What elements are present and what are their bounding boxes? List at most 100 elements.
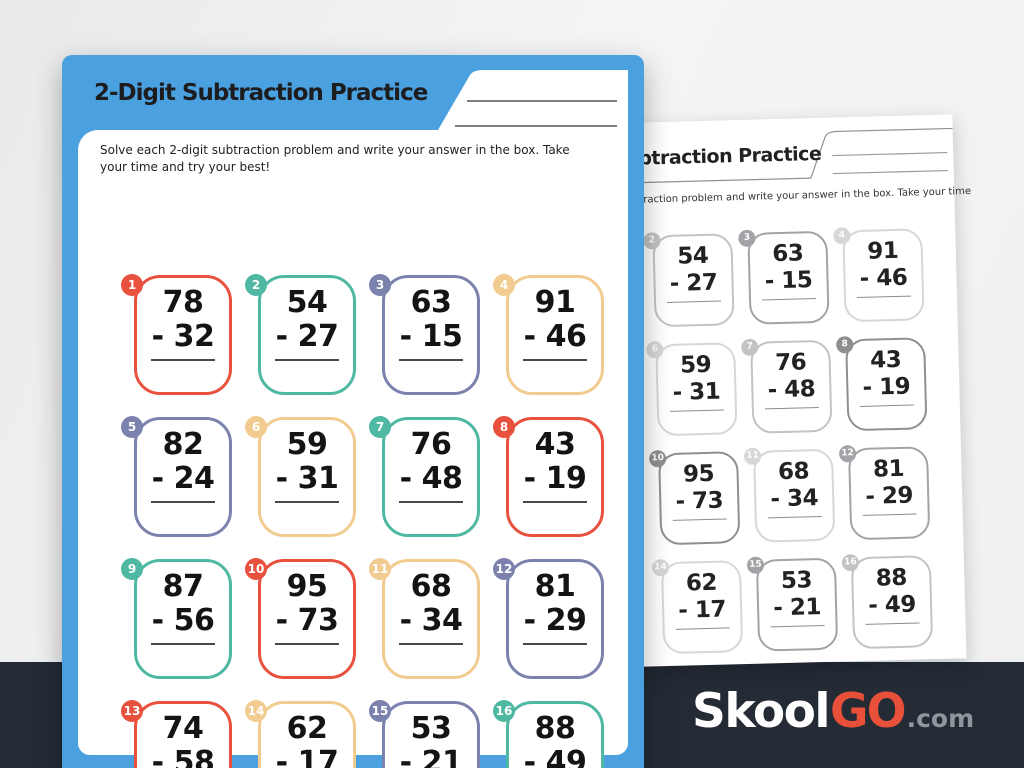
problem-box: 6 59- 31 xyxy=(245,416,356,537)
subtrahend: - 48 xyxy=(767,376,816,404)
back-problem-grid: 2 54- 27 3 63- 15 4 91- 46 6 59- 31 7 76- 48 8 43- … xyxy=(643,227,934,655)
problem-number-badge: 10 xyxy=(245,558,267,580)
subtrahend: - 34 xyxy=(770,485,819,513)
minuend: 76 xyxy=(410,427,452,462)
problem-number-badge: 2 xyxy=(245,274,267,296)
problem-box: 9 87- 56 xyxy=(121,558,232,679)
answer-box[interactable] xyxy=(271,638,343,670)
minuend: 95 xyxy=(682,460,715,488)
subtrahend: - 56 xyxy=(151,603,215,638)
answer-line xyxy=(275,643,339,645)
subtrahend: - 31 xyxy=(275,461,339,496)
answer-line xyxy=(523,501,587,503)
subtrahend: - 73 xyxy=(675,487,724,515)
problem-box: 7 76- 48 xyxy=(741,338,833,434)
name-date-lines xyxy=(438,70,628,130)
answer-line xyxy=(862,513,917,516)
subtrahend: - 24 xyxy=(151,461,215,496)
minuend: 43 xyxy=(869,346,902,374)
problem-box: 3 63- 15 xyxy=(738,229,830,325)
subtrahend: - 29 xyxy=(523,603,587,638)
minuend: 88 xyxy=(875,564,908,592)
minuend: 54 xyxy=(677,242,709,270)
minuend: 81 xyxy=(534,569,576,604)
subtrahend: - 27 xyxy=(275,319,339,354)
answer-line xyxy=(523,359,587,361)
subtrahend: - 21 xyxy=(399,745,463,768)
problem-box: 12 81- 29 xyxy=(838,445,931,541)
answer-box[interactable] xyxy=(395,496,467,528)
answer-line xyxy=(275,501,339,503)
problem-box: 5 82- 24 xyxy=(121,416,232,537)
answer-box[interactable] xyxy=(271,354,343,386)
subtrahend: - 15 xyxy=(764,267,813,295)
answer-line xyxy=(762,298,817,301)
answer-line xyxy=(764,407,819,410)
subtrahend: - 58 xyxy=(151,745,215,768)
answer-box[interactable] xyxy=(271,496,343,528)
answer-line xyxy=(767,515,822,519)
problem-box: 7 76- 48 xyxy=(369,416,480,537)
problem-number-badge: 7 xyxy=(369,416,391,438)
minuend: 95 xyxy=(286,569,328,604)
problem-box: 4 91- 46 xyxy=(833,227,925,323)
subtrahend: - 21 xyxy=(773,594,822,622)
problem-box: 16 88- 49 xyxy=(841,554,934,650)
minuend: 88 xyxy=(534,711,576,746)
answer-line xyxy=(669,409,724,412)
subtrahend: - 19 xyxy=(523,461,587,496)
problem-box: 14 62- 17 xyxy=(651,559,744,655)
logo-text-com: .com xyxy=(906,704,975,733)
problem-box: 15 53- 21 xyxy=(746,556,839,652)
answer-box[interactable] xyxy=(519,638,591,670)
subtrahend: - 34 xyxy=(399,603,463,638)
minuend: 43 xyxy=(534,427,576,462)
minuend: 54 xyxy=(286,285,328,320)
minuend: 81 xyxy=(872,455,905,483)
answer-line xyxy=(151,643,215,645)
problem-box: 14 62- 17 xyxy=(245,700,356,768)
front-problem-grid: 1 78- 32 2 54- 27 3 63- 15 4 91- 46 5 82- 24 6 59- … xyxy=(121,274,604,768)
subtrahend: - 17 xyxy=(275,745,339,768)
subtrahend: - 49 xyxy=(523,745,587,768)
problem-box: 2 54- 27 xyxy=(643,232,735,328)
answer-box[interactable] xyxy=(147,496,219,528)
answer-box[interactable] xyxy=(395,354,467,386)
problem-box: 8 43- 19 xyxy=(836,336,928,432)
answer-line xyxy=(399,501,463,503)
problem-number-badge: 14 xyxy=(245,700,267,722)
problem-box: 8 43- 19 xyxy=(493,416,604,537)
problem-number-badge: 15 xyxy=(369,700,391,722)
subtrahend: - 15 xyxy=(399,319,463,354)
problem-number-badge: 6 xyxy=(245,416,267,438)
minuend: 59 xyxy=(679,351,712,379)
subtrahend: - 31 xyxy=(672,378,721,406)
logo-text-go: GO xyxy=(830,684,907,739)
minuend: 63 xyxy=(771,240,804,268)
answer-line xyxy=(523,643,587,645)
problem-number-badge: 3 xyxy=(369,274,391,296)
answer-line xyxy=(672,518,727,521)
subtrahend: - 48 xyxy=(399,461,463,496)
minuend: 91 xyxy=(534,285,576,320)
subtrahend: - 32 xyxy=(151,319,215,354)
answer-box[interactable] xyxy=(395,638,467,670)
front-worksheet-page: 2-Digit Subtraction Practice Solve each … xyxy=(62,55,644,768)
problem-box: 16 88- 49 xyxy=(493,700,604,768)
answer-line xyxy=(865,622,920,625)
minuend: 76 xyxy=(774,349,807,377)
answer-box[interactable] xyxy=(147,354,219,386)
answer-line xyxy=(859,404,914,407)
problem-number-badge: 5 xyxy=(121,416,143,438)
logo-text-skool: Skool xyxy=(692,684,831,739)
problem-number-badge: 11 xyxy=(369,558,391,580)
subtrahend: - 29 xyxy=(865,482,914,510)
worksheet-body: Solve each 2-digit subtraction problem a… xyxy=(78,130,628,768)
minuend: 68 xyxy=(410,569,452,604)
answer-box[interactable] xyxy=(519,354,591,386)
answer-box[interactable] xyxy=(519,496,591,528)
answer-box[interactable] xyxy=(147,638,219,670)
problem-box: 10 95- 73 xyxy=(245,558,356,679)
problem-number-badge: 13 xyxy=(121,700,143,722)
